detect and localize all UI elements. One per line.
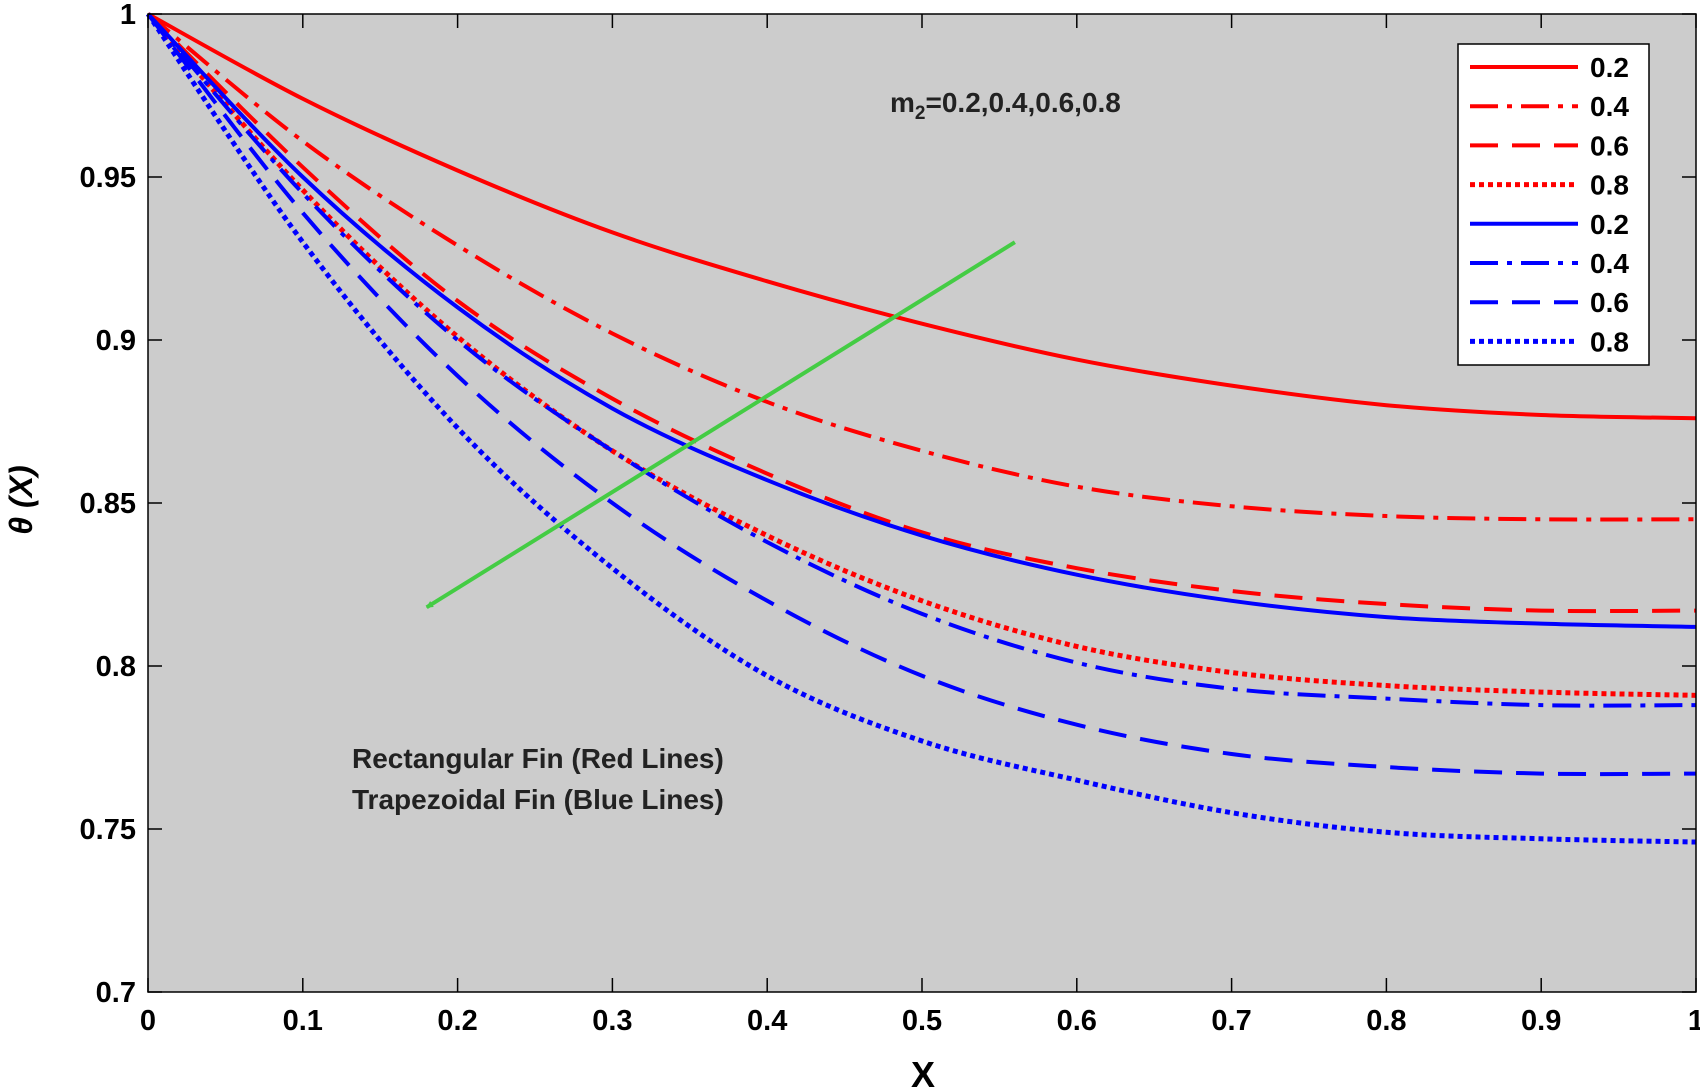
series-line-rectangular-0_6 xyxy=(146,12,1697,614)
series-line-trapezoidal-0_8 xyxy=(145,12,1697,845)
legend-label: 0.8 xyxy=(1590,326,1629,357)
y-tick-label: 0.7 xyxy=(96,977,136,1009)
y-tick-label: 0.95 xyxy=(80,162,136,194)
legend-label: 0.2 xyxy=(1590,52,1629,83)
y-tick-label: 0.9 xyxy=(96,325,136,357)
legend-label: 0.4 xyxy=(1590,91,1629,122)
x-axis-label: X xyxy=(911,1054,935,1090)
y-tick-label: 1 xyxy=(120,0,136,31)
legend-box xyxy=(1457,43,1650,366)
x-tick-label: 1 xyxy=(1688,1005,1700,1037)
series-line-trapezoidal-0_4 xyxy=(146,12,1697,708)
y-tick-label: 0.8 xyxy=(96,651,136,683)
x-tick-label: 0.3 xyxy=(592,1005,632,1037)
parameter-annotation: m2=0.2,0.4,0.6,0.8 xyxy=(890,87,1121,124)
x-tick-label: 0.1 xyxy=(283,1005,323,1037)
axis-ticks: 0 0.1 0.2 0.3 0.4 0.5 0.6 0.7 0.8 0.9 10.70.750.80… xyxy=(80,0,1700,1037)
legend-label: 0.4 xyxy=(1590,248,1629,279)
x-tick-label: 0.4 xyxy=(747,1005,787,1037)
legend-label: 0.6 xyxy=(1590,287,1629,318)
trend-arrow xyxy=(425,240,1016,610)
annotation-rectangular: Rectangular Fin (Red Lines) xyxy=(352,743,724,774)
x-tick-label: 0.7 xyxy=(1211,1005,1251,1037)
x-tick-label: 0.2 xyxy=(437,1005,477,1037)
series-line-trapezoidal-0_2 xyxy=(146,12,1697,629)
y-tick-label: 0.85 xyxy=(80,488,136,520)
series-line-trapezoidal-0_6 xyxy=(146,12,1697,777)
y-axis-label: θ (X) xyxy=(3,465,39,534)
x-tick-label: 0.9 xyxy=(1521,1005,1561,1037)
x-tick-label: 0.6 xyxy=(1057,1005,1097,1037)
x-tick-label: 0.8 xyxy=(1366,1005,1406,1037)
x-tick-label: 0 xyxy=(140,1005,156,1037)
legend-label: 0.2 xyxy=(1590,209,1629,240)
series-line-rectangular-0_2 xyxy=(147,12,1697,421)
legend: 0.2 0.4 0.6 0.8 0.2 0.4 0.6 0.8 xyxy=(1457,43,1650,366)
y-tick-label: 0.75 xyxy=(80,814,136,846)
legend-label: 0.8 xyxy=(1590,170,1629,201)
series-line-rectangular-0_4 xyxy=(146,12,1697,522)
series-layer xyxy=(145,12,1697,845)
plot-area xyxy=(148,14,1696,992)
legend-label: 0.6 xyxy=(1590,130,1629,161)
annotation-trapezoidal: Trapezoidal Fin (Blue Lines) xyxy=(352,784,724,815)
x-tick-label: 0.5 xyxy=(902,1005,942,1037)
